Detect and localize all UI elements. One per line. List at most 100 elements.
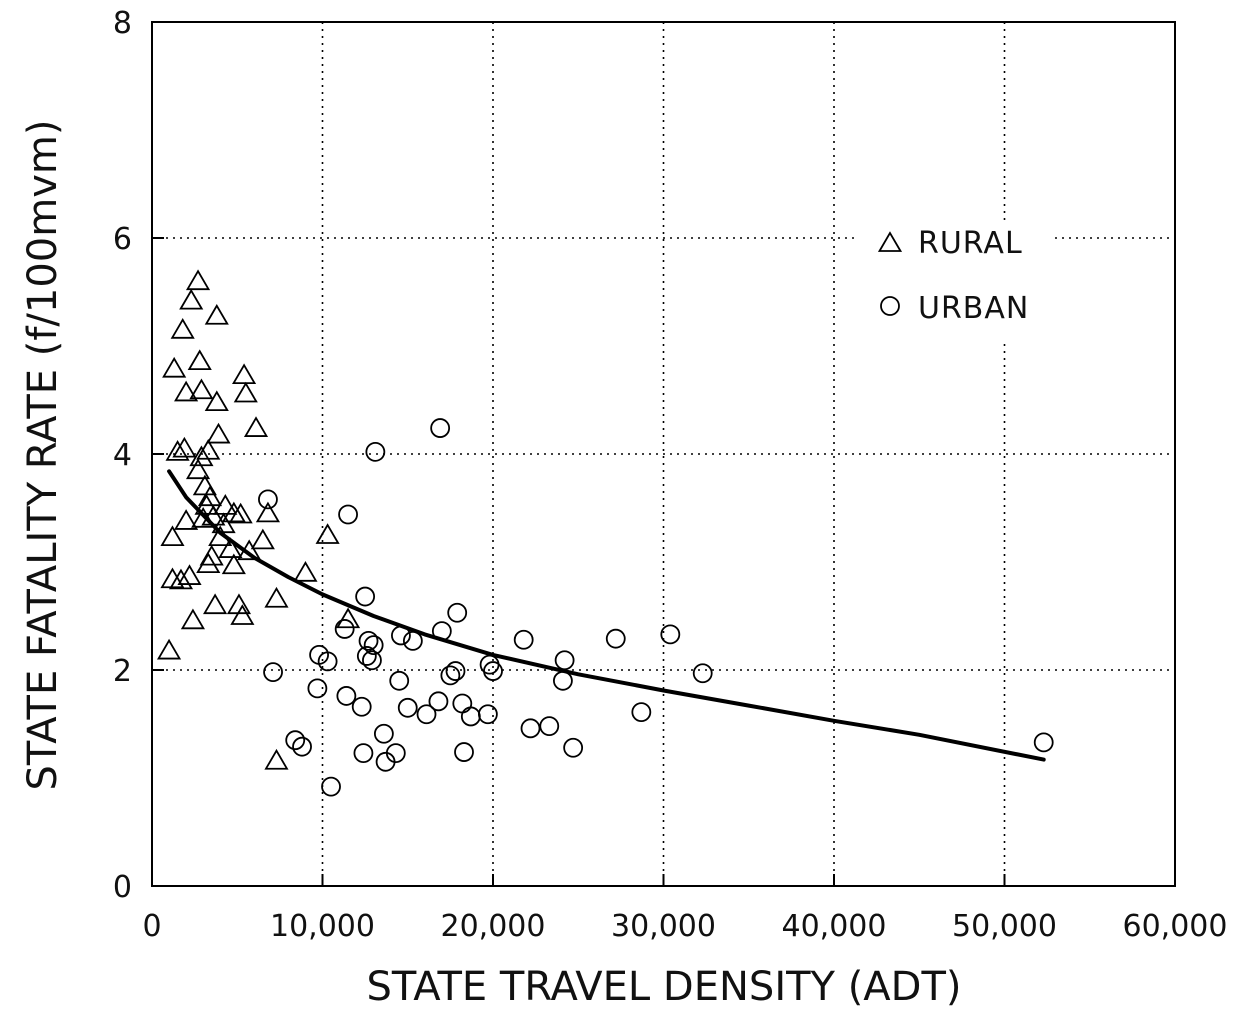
legend-triangle-shape <box>877 231 903 252</box>
urban-point <box>402 630 423 651</box>
urban-point <box>373 723 394 744</box>
y-axis-label: STATE FATALITY RATE (f/100mvm) <box>20 120 66 791</box>
urban-point <box>477 704 498 725</box>
rural-point <box>264 586 289 608</box>
rural-point <box>204 390 229 412</box>
rural-point <box>177 564 202 585</box>
legend-label-rural: RURAL <box>918 226 1023 261</box>
legend-label-urban: URBAN <box>918 291 1029 326</box>
rural-point <box>162 356 187 378</box>
rural-point <box>172 436 197 458</box>
rural-point <box>264 748 289 770</box>
urban-point <box>355 586 376 607</box>
urban-point <box>605 628 626 649</box>
rural-point <box>315 523 340 544</box>
urban-point <box>258 489 278 510</box>
urban-point <box>338 504 358 525</box>
urban-point <box>263 662 283 683</box>
rural-point <box>221 501 246 523</box>
urban-point <box>365 441 386 462</box>
rural-point <box>185 458 211 480</box>
legend-marker-triangle-icon <box>877 231 903 252</box>
urban-point <box>483 661 503 681</box>
urban-point <box>554 650 575 671</box>
urban-point <box>385 743 406 764</box>
rural-point <box>196 438 221 460</box>
urban-point <box>334 619 355 639</box>
x-axis-label: STATE TRAVEL DENSITY (ADT) <box>366 964 961 1010</box>
rural-point <box>179 288 204 310</box>
rural-point <box>243 416 269 437</box>
x-tick-label: 30,000 <box>611 909 716 944</box>
urban-point <box>416 704 437 725</box>
rural-point <box>230 604 255 625</box>
y-tick-label: 4 <box>113 438 132 473</box>
urban-point <box>452 693 473 714</box>
urban-point <box>447 602 468 623</box>
rural-point <box>221 553 246 575</box>
urban-point <box>307 678 328 699</box>
urban-point <box>454 742 474 762</box>
rural-point <box>204 303 229 325</box>
urban-point <box>460 706 481 727</box>
urban-point <box>397 697 418 718</box>
urban-point <box>428 691 449 712</box>
rural-point <box>293 561 318 582</box>
x-tick-label: 60,000 <box>1123 909 1228 944</box>
rural-point <box>156 638 182 660</box>
x-tick-label: 50,000 <box>952 909 1057 944</box>
data-points <box>156 269 1054 797</box>
rural-point <box>218 537 243 558</box>
urban-point <box>553 670 573 691</box>
urban-point <box>292 736 312 757</box>
rural-point <box>203 593 228 615</box>
rural-point <box>189 445 214 467</box>
rural-point <box>168 568 194 590</box>
rural-point <box>174 380 199 402</box>
axis-ticks: 0 10,000 20,000 30,000 40,000 50,000 60,000 0 2 4… <box>113 6 1228 944</box>
urban-point <box>520 718 541 739</box>
x-tick-label: 40,000 <box>782 909 887 944</box>
rural-point <box>196 552 221 574</box>
urban-point <box>362 650 382 671</box>
rural-point <box>255 501 281 523</box>
rural-point <box>165 440 190 461</box>
urban-point <box>440 665 461 686</box>
urban-point <box>1033 732 1054 753</box>
urban-point <box>321 776 341 797</box>
x-tick-label: 0 <box>142 909 161 944</box>
rural-point <box>250 528 275 550</box>
rural-point <box>228 502 253 524</box>
rural-point <box>213 494 238 515</box>
rural-point <box>189 378 214 400</box>
urban-point <box>356 646 377 666</box>
rural-point <box>174 509 199 530</box>
rural-point <box>180 608 205 630</box>
urban-point <box>445 661 466 681</box>
fit-curve <box>167 469 1046 762</box>
urban-point <box>285 730 306 751</box>
rural-point <box>187 349 212 371</box>
rural-point <box>199 544 224 566</box>
urban-point <box>351 696 372 717</box>
rural-point <box>232 363 257 385</box>
urban-point <box>563 737 584 758</box>
rural-point <box>185 269 211 291</box>
urban-point <box>430 418 451 438</box>
x-tick-label: 10,000 <box>270 909 375 944</box>
legend: RURAL URBAN <box>858 220 1054 340</box>
urban-point <box>317 651 338 672</box>
y-tick-label: 0 <box>113 870 132 905</box>
urban-point <box>692 663 713 684</box>
x-tick-label: 20,000 <box>441 909 546 944</box>
rural-point <box>206 422 231 444</box>
y-tick-label: 2 <box>113 654 132 689</box>
urban-point <box>389 670 410 691</box>
grid-lines <box>152 22 1175 886</box>
y-tick-label: 6 <box>113 222 132 257</box>
urban-point <box>660 624 681 645</box>
rural-point <box>160 525 185 547</box>
urban-point <box>539 716 560 737</box>
y-tick-label: 8 <box>113 6 132 41</box>
